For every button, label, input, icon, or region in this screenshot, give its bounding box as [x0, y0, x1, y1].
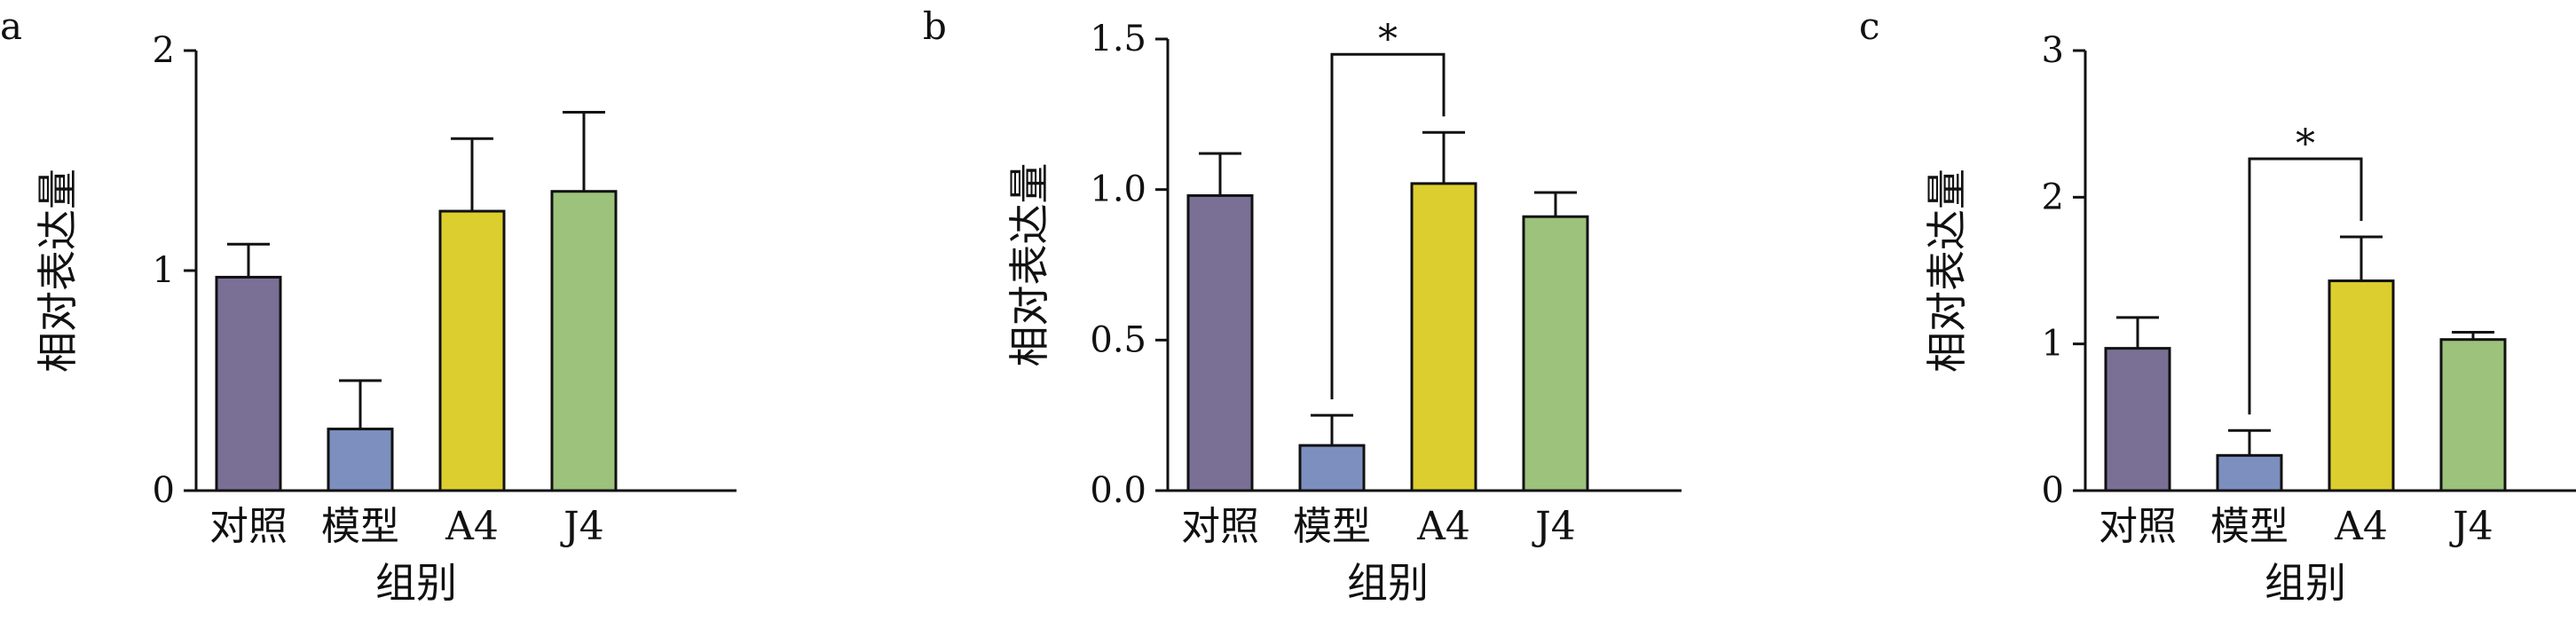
bar: [1186, 193, 1254, 492]
significance-bracket: [2248, 157, 2363, 415]
panel-letter: b: [923, 4, 947, 48]
x-tick-label: A4: [445, 504, 499, 549]
y-tick-label: 1: [153, 250, 175, 291]
bar: [2216, 453, 2283, 492]
bar: [550, 190, 618, 492]
bar: [2439, 338, 2507, 492]
x-tick-label: J4: [560, 504, 604, 549]
y-tick-label: 0.0: [1090, 470, 1146, 511]
bar: [1522, 215, 1589, 492]
bar: [438, 209, 506, 492]
x-tick-label: 对照: [1181, 504, 1259, 549]
y-axis-title: 相对表达量: [1005, 163, 1053, 367]
x-tick-label: 对照: [209, 504, 288, 549]
panel-letter: c: [1859, 4, 1880, 48]
x-tick-label: J4: [2449, 504, 2493, 549]
x-tick-label: 模型: [1293, 504, 1371, 549]
y-tick-label: 0: [2042, 470, 2064, 511]
x-tick-label: 模型: [321, 504, 399, 549]
y-tick-label: 1: [2042, 324, 2064, 365]
bar: [2328, 279, 2395, 492]
significance-bracket: [1330, 52, 1446, 400]
y-axis-title: 相对表达量: [1923, 169, 1971, 373]
y-tick-label: 2: [2042, 177, 2064, 217]
x-tick-label: A4: [1416, 504, 1470, 549]
x-tick-label: 对照: [2099, 504, 2177, 549]
y-tick-label: 2: [153, 30, 175, 71]
bar: [2104, 347, 2171, 492]
significance-label: *: [1378, 17, 1398, 62]
bar: [1410, 182, 1477, 492]
x-tick-label: A4: [2334, 504, 2388, 549]
x-axis-title: 组别: [1347, 559, 1429, 607]
bar: [1298, 444, 1366, 492]
y-tick-label: 0: [153, 470, 175, 511]
panel-letter: a: [0, 4, 22, 48]
y-axis-title: 相对表达量: [34, 169, 82, 373]
bar: [215, 275, 282, 492]
x-tick-label: 模型: [2210, 504, 2288, 549]
y-tick-label: 1.5: [1090, 19, 1146, 59]
bar: [327, 428, 394, 492]
y-tick-label: 1.0: [1090, 169, 1146, 210]
y-tick-label: 3: [2042, 30, 2064, 71]
x-axis-title: 组别: [375, 559, 457, 607]
x-tick-label: J4: [1532, 504, 1576, 549]
significance-label: *: [2296, 122, 2315, 167]
x-axis-title: 组别: [2265, 559, 2346, 607]
y-tick-label: 0.5: [1090, 319, 1146, 360]
